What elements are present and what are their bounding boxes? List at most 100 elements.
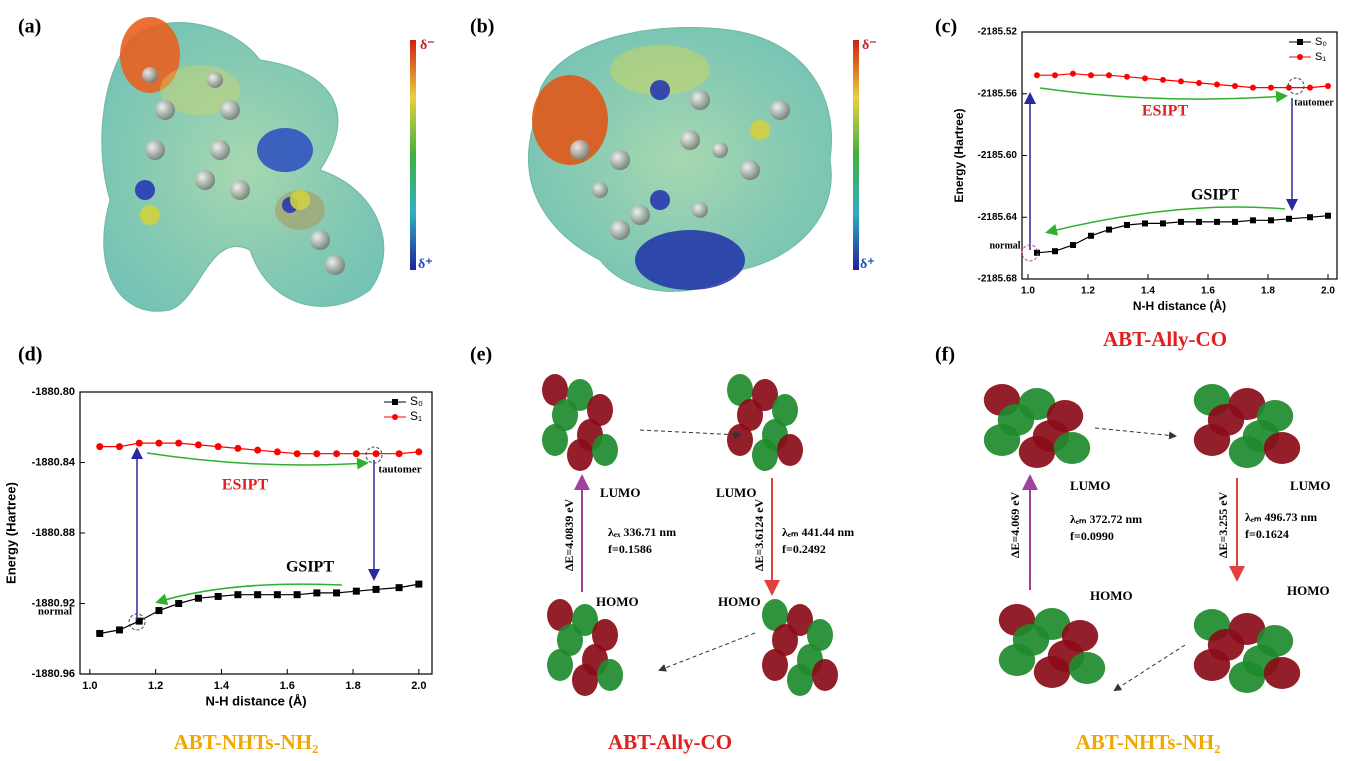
data-point: [353, 588, 360, 595]
wavelength: λₑₘ 496.73 nm: [1245, 510, 1317, 524]
annotation: tautomer: [378, 464, 421, 476]
data-point: [1325, 213, 1331, 219]
oscillator-strength: f=0.0990: [1070, 529, 1114, 543]
data-point: [1106, 227, 1112, 233]
data-point: [373, 586, 380, 593]
line-chart: -2185.52-2185.56-2185.60-2185.64-2185.68…: [952, 27, 1337, 314]
data-point: [195, 595, 202, 602]
panel-label: (a): [18, 16, 41, 38]
orbital-lobe: [1069, 652, 1105, 684]
y-tick-label: -1880.96: [32, 668, 75, 680]
orbital-lobe: [812, 659, 838, 691]
y-tick-label: -1880.84: [32, 456, 76, 468]
y-tick-label: -2185.52: [978, 27, 1018, 38]
data-point: [1286, 216, 1292, 222]
data-point: [1070, 242, 1076, 248]
atom: [680, 130, 700, 150]
data-point: [96, 443, 103, 450]
orbital-label: LUMO: [600, 485, 640, 500]
orbital-lobe: [984, 424, 1020, 456]
data-point: [1178, 78, 1184, 84]
arrow: [1040, 88, 1285, 99]
colorbar-label: δ⁻: [420, 38, 435, 53]
wavelength: λₑₓ 336.71 nm: [608, 525, 676, 539]
caption: ABT-Ally-CO: [608, 730, 732, 754]
atom: [592, 182, 608, 198]
data-point: [294, 591, 301, 598]
atom: [195, 170, 215, 190]
orbital-lobe: [752, 439, 778, 471]
data-point: [1142, 75, 1148, 81]
esp-surface-b: [528, 28, 831, 292]
atom: [210, 140, 230, 160]
data-point: [1160, 220, 1166, 226]
y-axis-label: Energy (Hartree): [3, 482, 18, 584]
atom: [750, 120, 770, 140]
atom: [145, 140, 165, 160]
data-point: [1124, 222, 1130, 228]
oscillator-strength: f=0.1586: [608, 542, 652, 556]
annotation: tautomer: [1294, 97, 1334, 108]
data-point: [1307, 85, 1313, 91]
atom: [690, 90, 710, 110]
y-tick-label: -2185.64: [978, 212, 1018, 223]
y-tick-label: -2185.56: [978, 88, 1018, 99]
legend-label: S₁: [1315, 51, 1326, 63]
dashed-arrow: [640, 430, 740, 435]
data-point: [195, 441, 202, 448]
data-point: [254, 447, 261, 454]
data-point: [215, 443, 222, 450]
orbital-lobe: [1019, 436, 1055, 468]
data-point: [1070, 71, 1076, 77]
orbital-lobe: [1194, 424, 1230, 456]
x-tick-label: 1.6: [280, 680, 295, 692]
data-point: [274, 591, 281, 598]
legend-marker: [1297, 39, 1303, 45]
plot-frame: [80, 392, 432, 674]
orbital-label: LUMO: [1070, 478, 1110, 493]
data-point: [1160, 77, 1166, 83]
energy-gap: ΔE=4.069 eV: [1008, 491, 1022, 558]
x-tick-label: 1.2: [148, 680, 163, 692]
colorbar: [410, 40, 416, 270]
atom: [135, 180, 155, 200]
x-tick-label: 1.8: [345, 680, 360, 692]
oscillator-strength: f=0.2492: [782, 542, 826, 556]
data-point: [1214, 219, 1220, 225]
data-point: [1124, 74, 1130, 80]
data-point: [1250, 217, 1256, 223]
data-point: [175, 600, 182, 607]
annotation: GSIPT: [286, 559, 334, 576]
legend-label: S₀: [410, 394, 423, 408]
x-tick-label: 1.0: [1021, 286, 1035, 297]
data-point: [333, 450, 340, 457]
orbital-label: HOMO: [1287, 583, 1330, 598]
data-point: [1034, 250, 1040, 256]
colorbar-label: δ⁺: [860, 257, 875, 272]
data-point: [274, 448, 281, 455]
atom: [325, 255, 345, 275]
orbital-lobe: [567, 439, 593, 471]
atom: [220, 100, 240, 120]
y-tick-label: -1880.80: [32, 386, 75, 398]
caption: ABT-NHTs-NH₂: [174, 730, 319, 754]
y-tick-label: -2185.68: [978, 274, 1018, 285]
dashed-arrow: [1095, 428, 1175, 436]
orbital-lobe: [1264, 657, 1300, 689]
orbital-lobe: [762, 649, 788, 681]
orbital-label: HOMO: [718, 594, 761, 609]
data-point: [1052, 72, 1058, 78]
legend-label: S₀: [1315, 36, 1327, 48]
atom: [770, 100, 790, 120]
panel-label: (b): [470, 16, 494, 38]
data-point: [215, 593, 222, 600]
colorbar-label: δ⁺: [418, 257, 433, 272]
annotation: ESIPT: [1142, 103, 1189, 120]
data-point: [1268, 85, 1274, 91]
x-tick-label: 1.2: [1081, 286, 1095, 297]
legend-marker: [392, 399, 398, 405]
x-tick-label: 1.8: [1261, 286, 1275, 297]
legend-label: S₁: [410, 409, 422, 423]
data-point: [1106, 72, 1112, 78]
orbital-lobe: [547, 649, 573, 681]
